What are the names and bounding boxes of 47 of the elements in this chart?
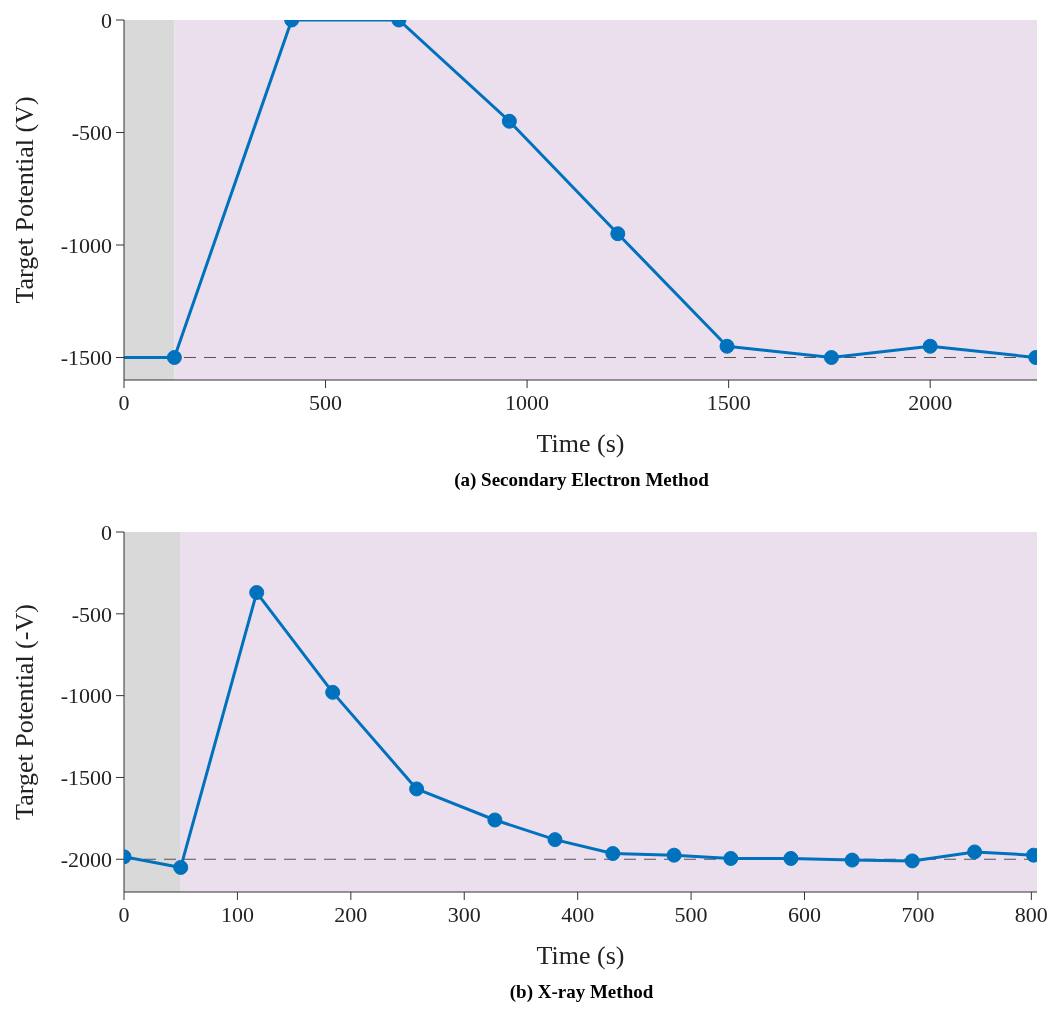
point [409,781,425,797]
x-axis-title: Time (s) [536,429,625,458]
point [922,338,938,354]
point [823,350,839,365]
point [610,226,626,242]
point [719,338,735,354]
x-tick-label: 600 [788,901,821,927]
point [666,847,682,863]
x-tick-label: 500 [309,389,343,415]
y-tick-label: 0 [101,7,112,33]
point [783,850,799,866]
x-tick-label: 400 [561,901,595,927]
y-tick-label: -500 [71,120,112,146]
x-tick-label: 0 [118,901,130,927]
x-tick-label: 0 [118,389,130,415]
x-tick-label: 1500 [706,389,751,415]
y-tick-label: -500 [71,601,112,627]
text: (a) Secondary Electron Method [453,468,710,492]
x-tick-label: 700 [901,901,935,927]
text: (b) X-ray Method [508,980,655,1004]
y-tick-label: -1000 [60,232,112,258]
point [605,846,621,862]
x-axis-title: Time (s) [536,941,625,970]
point [325,684,341,700]
x-tick-label: 2000 [908,389,953,415]
point [487,812,503,828]
point [904,853,920,869]
y-tick-label: -1500 [60,765,112,791]
point [166,350,182,365]
point [547,832,563,848]
y-axis-title: Target Potential (V) [10,96,40,304]
x-tick-label: 200 [334,901,368,927]
point [723,850,739,866]
point [844,852,860,868]
x-tick-label: 1000 [505,389,550,415]
x-tick-label: 800 [1014,901,1048,927]
y-axis-title: Target Potential (-V) [10,604,40,820]
x-tick-label: 300 [447,901,481,927]
y-tick-label: 0 [101,519,112,545]
x-tick-label: 500 [674,901,708,927]
point [967,844,983,860]
y-tick-label: -1500 [60,345,112,371]
point [249,585,265,601]
y-tick-label: -2000 [60,847,112,873]
y-tick-label: -1000 [60,683,112,709]
x-tick-label: 100 [220,901,254,927]
point [173,859,189,875]
